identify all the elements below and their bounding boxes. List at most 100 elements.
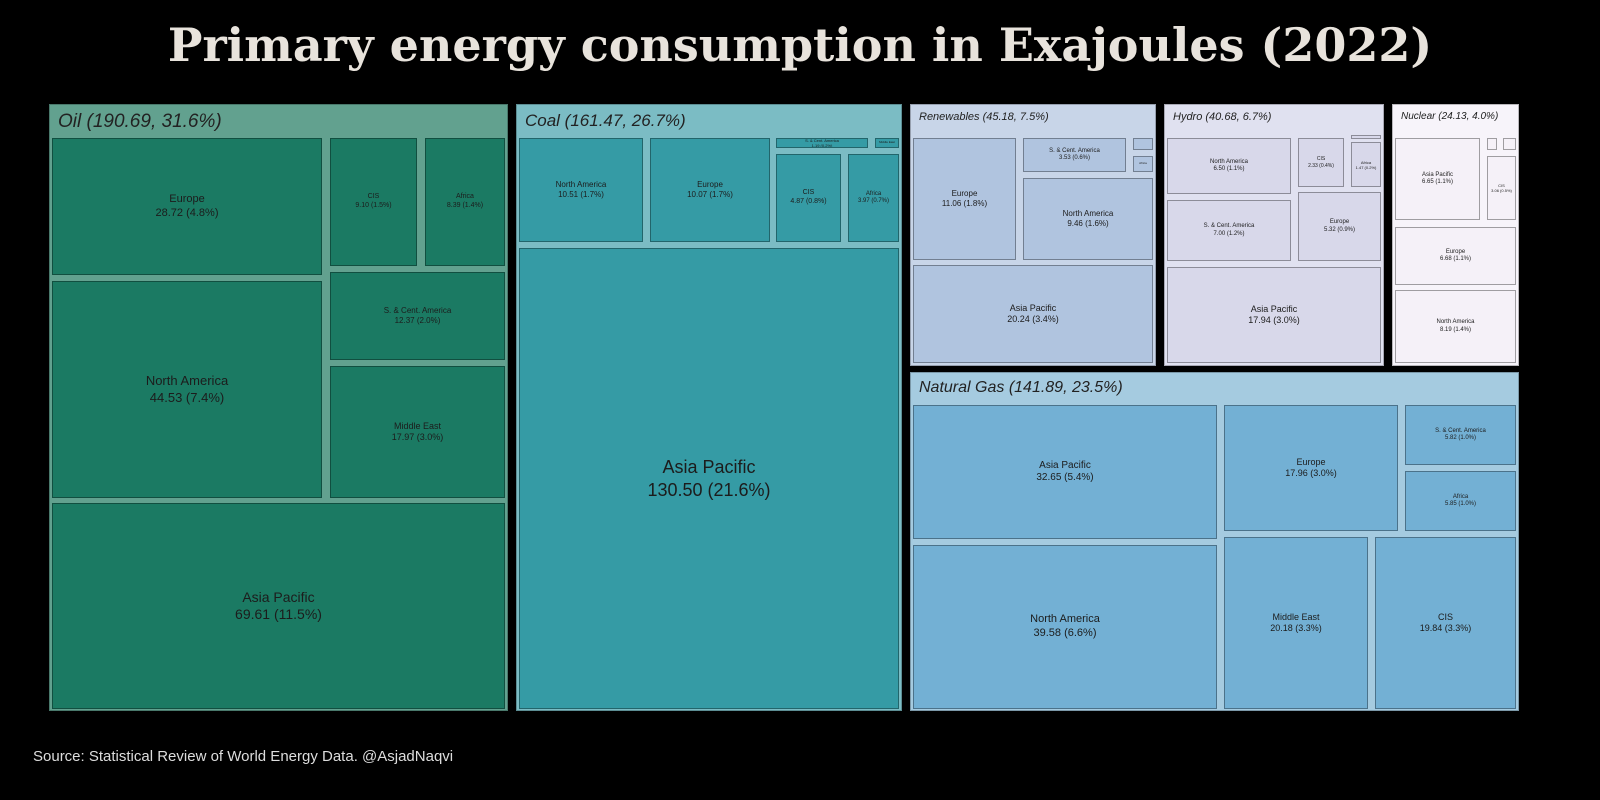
cell-region: North America xyxy=(1062,209,1114,218)
treemap-cell: S. & Cent. America 12.37 (2.0%) xyxy=(330,272,505,360)
treemap-cell xyxy=(1351,135,1381,139)
cell-region: North America xyxy=(1030,613,1100,626)
cell-value: 20.24 (3.4%) xyxy=(1007,314,1059,324)
treemap-cell: CIS 9.10 (1.5%) xyxy=(330,138,417,266)
cell-value: 9.46 (1.6%) xyxy=(1067,219,1109,228)
cell-value: 32.65 (5.4%) xyxy=(1036,472,1094,483)
cell-value: 17.96 (3.0%) xyxy=(1285,468,1337,478)
cell-region: Africa xyxy=(865,190,882,197)
cell-value: 10.07 (1.7%) xyxy=(687,190,733,199)
cell-region: Europe xyxy=(1329,219,1350,225)
treemap-cell: S. & Cent. America 5.82 (1.0%) xyxy=(1405,405,1516,465)
cell-value: 39.58 (6.6%) xyxy=(1033,627,1097,639)
cell-value: 3.06 (0.5%) xyxy=(1491,188,1512,193)
treemap-cell: CIS 4.87 (0.8%) xyxy=(776,154,841,242)
group-label: Nuclear (24.13, 4.0%) xyxy=(1401,111,1499,122)
cell-value: 1.19 (0.2%) xyxy=(811,143,833,148)
cell-region: CIS xyxy=(802,189,815,197)
cell-region: S. & Cent. America xyxy=(383,306,452,315)
cell-region: S. & Cent. America xyxy=(1203,223,1255,229)
treemap-cell: Asia Pacific 32.65 (5.4%) xyxy=(913,405,1217,539)
group-label: Oil (190.69, 31.6%) xyxy=(58,111,222,132)
cell-region: North America xyxy=(555,180,607,189)
treemap-cell: North America 44.53 (7.4%) xyxy=(52,281,322,498)
group-label: Renewables (45.18, 7.5%) xyxy=(919,111,1049,123)
cell-value: 2.33 (0.4%) xyxy=(1308,162,1334,169)
treemap-cell: North America 39.58 (6.6%) xyxy=(913,545,1217,709)
cell-region: Asia Pacific xyxy=(242,588,315,605)
cell-region: Europe xyxy=(169,192,205,205)
cell-value: 3.97 (0.7%) xyxy=(857,198,890,204)
treemap-cell: Europe 6.68 (1.1%) xyxy=(1395,227,1516,285)
cell-region: Africa xyxy=(456,193,474,201)
cell-region: Asia Pacific xyxy=(662,457,756,477)
cell-value: 10.51 (1.7%) xyxy=(558,190,604,199)
cell-region: Europe xyxy=(1445,248,1466,255)
treemap-cell: Africa 1.47 (0.2%) xyxy=(1351,142,1381,187)
cell-value: 69.61 (11.5%) xyxy=(235,606,322,622)
cell-value: 6.68 (1.1%) xyxy=(1439,256,1472,262)
cell-region: S. & Cent. America xyxy=(1049,147,1100,154)
cell-region: Asia Pacific xyxy=(1039,459,1091,471)
cell-value: 19.84 (3.3%) xyxy=(1419,623,1472,633)
cell-value: 4.87 (0.8%) xyxy=(790,198,827,205)
cell-value: 17.97 (3.0%) xyxy=(391,432,444,442)
treemap-cell: Africa 5.85 (1.0%) xyxy=(1405,471,1516,531)
cell-value: 28.72 (4.8%) xyxy=(155,206,219,219)
cell-value: 7.00 (1.2%) xyxy=(1213,230,1245,237)
cell-value: 130.50 (21.6%) xyxy=(647,479,771,500)
treemap-cell xyxy=(1133,138,1153,150)
treemap-cell: Africa xyxy=(1133,156,1153,172)
cell-region: Europe xyxy=(1296,456,1326,467)
treemap-cell: Asia Pacific 130.50 (21.6%) xyxy=(519,248,899,709)
treemap-cell: Middle East xyxy=(875,138,899,148)
cell-region: S. & Cent. America xyxy=(805,138,839,143)
treemap-cell: CIS 2.33 (0.4%) xyxy=(1298,138,1344,187)
treemap-cell: North America 6.50 (1.1%) xyxy=(1167,138,1291,194)
cell-region: Africa xyxy=(1360,159,1372,165)
treemap-cell: Asia Pacific 6.65 (1.1%) xyxy=(1395,138,1480,220)
treemap-cell: Asia Pacific 20.24 (3.4%) xyxy=(913,265,1153,363)
treemap-cell: CIS 3.06 (0.5%) xyxy=(1487,156,1516,220)
cell-value: 44.53 (7.4%) xyxy=(149,389,225,405)
cell-region: Africa xyxy=(1139,161,1147,166)
group-label: Natural Gas (141.89, 23.5%) xyxy=(919,379,1123,396)
cell-region: Europe xyxy=(951,189,978,198)
cell-region: Middle East xyxy=(879,140,895,145)
treemap-cell: Middle East 20.18 (3.3%) xyxy=(1224,537,1368,709)
cell-value: 5.82 (1.0%) xyxy=(1444,435,1477,441)
cell-value: 6.50 (1.1%) xyxy=(1213,166,1245,172)
cell-value: 8.39 (1.4%) xyxy=(446,202,484,209)
cell-value: 9.10 (1.5%) xyxy=(355,202,392,209)
treemap-cell: Europe 17.96 (3.0%) xyxy=(1224,405,1398,531)
cell-value: 1.47 (0.2%) xyxy=(1355,164,1377,170)
cell-value: 8.19 (1.4%) xyxy=(1439,326,1472,333)
treemap-cell: North America 10.51 (1.7%) xyxy=(519,138,643,242)
treemap-cell: Asia Pacific 17.94 (3.0%) xyxy=(1167,267,1381,363)
cell-region: S. & Cent. America xyxy=(1435,427,1486,434)
treemap-cell xyxy=(1503,138,1516,150)
treemap-cell: Africa 3.97 (0.7%) xyxy=(848,154,899,242)
cell-region: CIS xyxy=(1437,611,1453,622)
cell-region: North America xyxy=(145,373,229,389)
treemap-cell: CIS 19.84 (3.3%) xyxy=(1375,537,1516,709)
cell-region: Middle East xyxy=(1272,611,1320,622)
cell-value: 5.85 (1.0%) xyxy=(1444,501,1477,507)
source-note: Source: Statistical Review of World Ener… xyxy=(33,748,454,765)
cell-region: Asia Pacific xyxy=(1250,303,1298,314)
treemap-cell xyxy=(1487,138,1497,150)
cell-region: Asia Pacific xyxy=(1421,171,1453,178)
cell-value: 20.18 (3.3%) xyxy=(1270,623,1322,633)
chart-title: Primary energy consumption in Exajoules … xyxy=(167,18,1433,72)
cell-region: Middle East xyxy=(393,420,442,431)
cell-region: CIS xyxy=(1316,156,1326,163)
cell-value: 3.53 (0.6%) xyxy=(1058,155,1091,161)
cell-region: Africa xyxy=(1452,493,1469,500)
treemap-cell: Middle East 17.97 (3.0%) xyxy=(330,366,505,498)
treemap-cell: North America 9.46 (1.6%) xyxy=(1023,178,1153,260)
treemap-cell: S. & Cent. America 1.19 (0.2%) xyxy=(776,138,868,148)
cell-value: 5.32 (0.9%) xyxy=(1323,226,1356,233)
cell-region: CIS xyxy=(1498,183,1505,188)
treemap-cell: S. & Cent. America 7.00 (1.2%) xyxy=(1167,200,1291,261)
cell-value: 6.65 (1.1%) xyxy=(1421,179,1454,185)
